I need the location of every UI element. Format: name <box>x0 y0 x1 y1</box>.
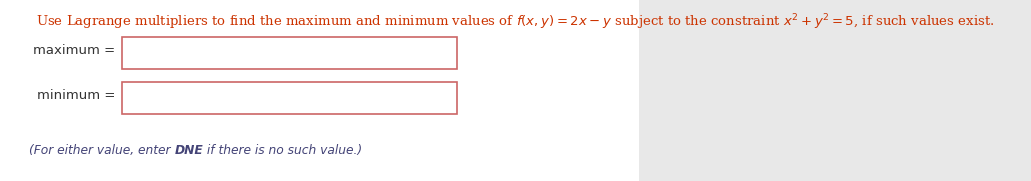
Bar <box>0 0 639 181</box>
Text: DNE: DNE <box>174 144 203 157</box>
FancyBboxPatch shape <box>122 37 457 69</box>
Text: (For either value, enter: (For either value, enter <box>29 144 174 157</box>
Text: if there is no such value.): if there is no such value.) <box>203 144 362 157</box>
Text: maximum =: maximum = <box>33 44 115 57</box>
Text: Use Lagrange multipliers to find the maximum and minimum values of $f(x, y) = 2x: Use Lagrange multipliers to find the max… <box>36 13 995 32</box>
Text: minimum =: minimum = <box>37 89 115 102</box>
FancyBboxPatch shape <box>122 82 457 114</box>
